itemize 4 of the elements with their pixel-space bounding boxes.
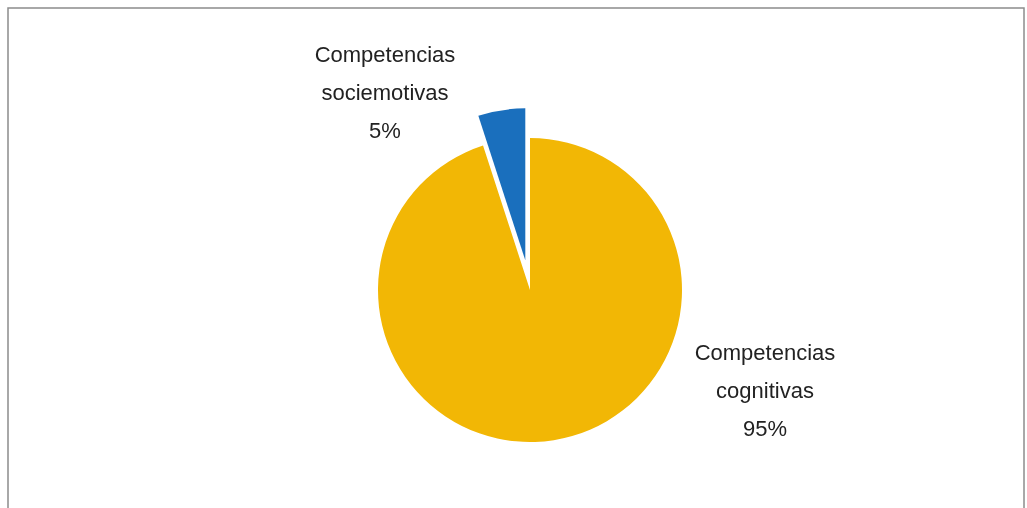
data-label: 5%	[369, 118, 401, 143]
slice-label: Competencias sociemotivas	[314, 42, 456, 105]
data-label: 95%	[742, 416, 788, 441]
slice-label: Competencias cognitivas	[694, 340, 836, 403]
